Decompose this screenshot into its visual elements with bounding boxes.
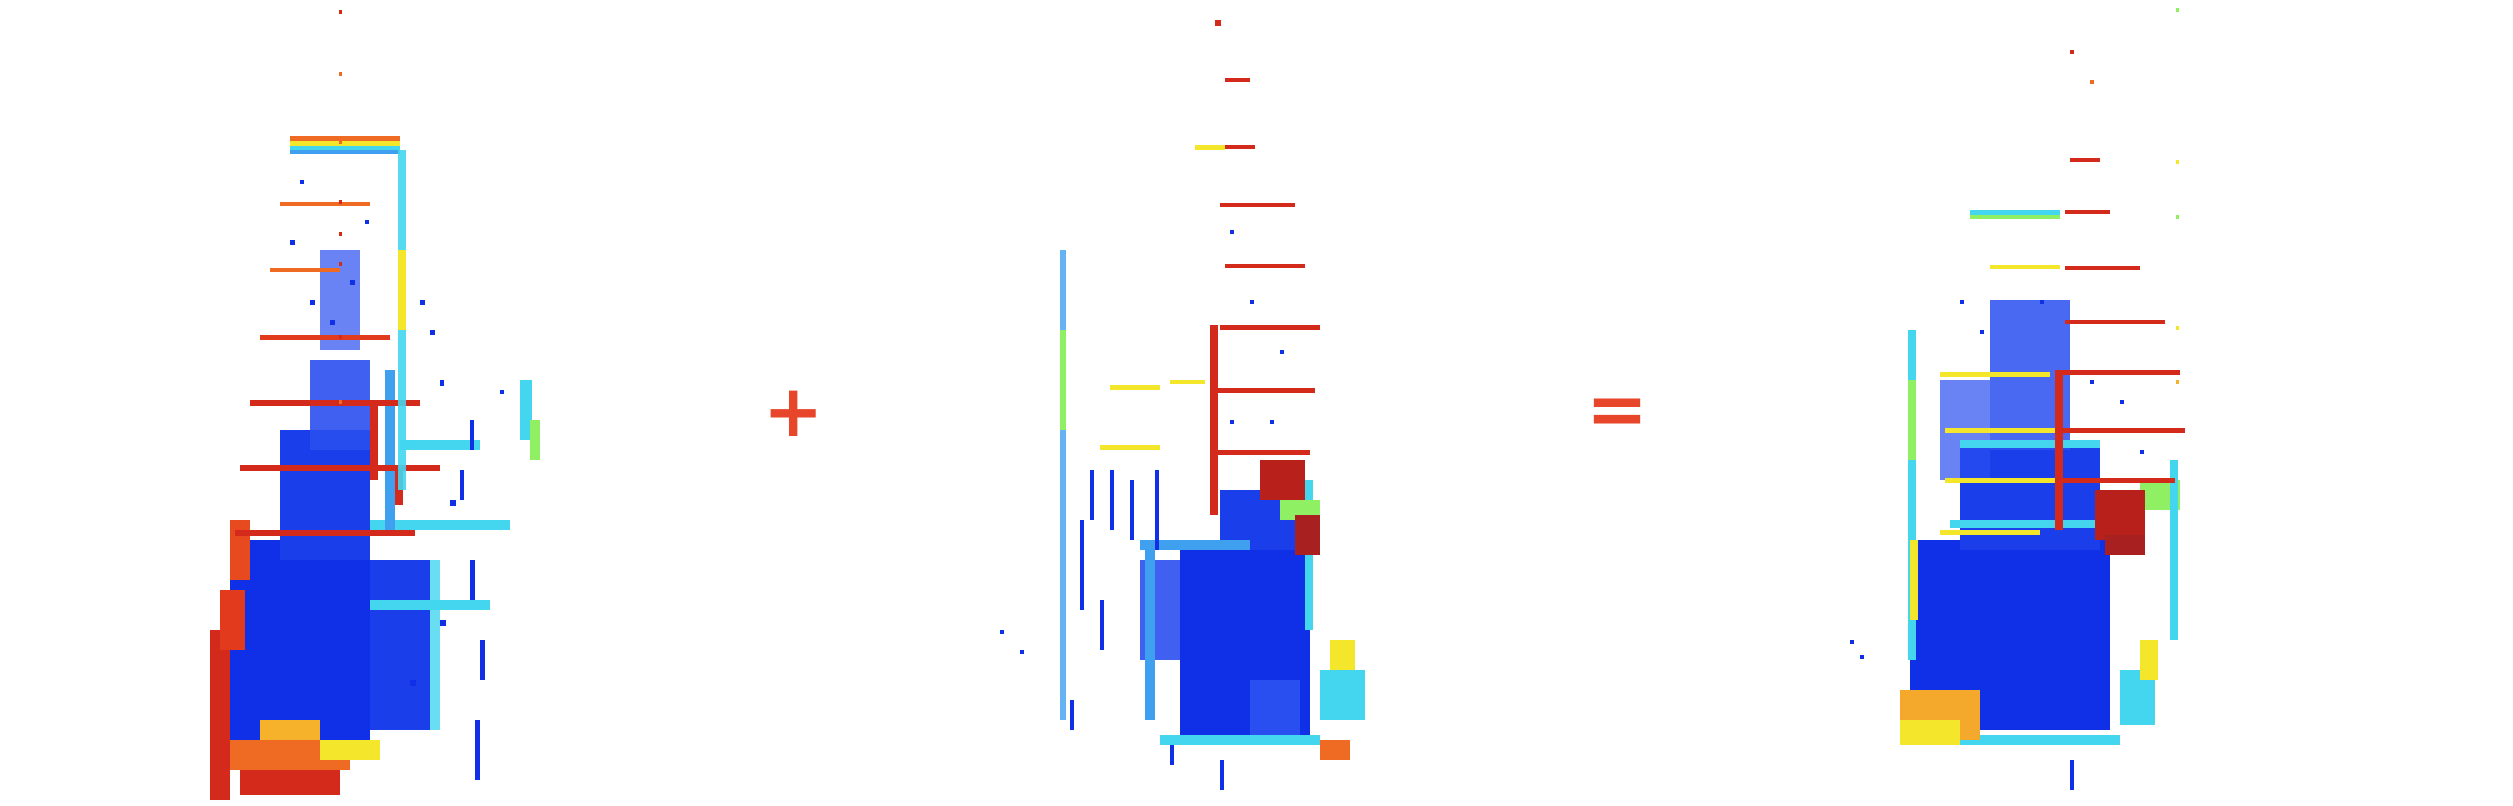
middle-red-edges	[1210, 20, 1355, 760]
point-cloud-left	[170, 0, 590, 806]
plus-operator: +	[763, 369, 824, 453]
right-cyan-structures	[1900, 210, 2180, 745]
left-top-band	[290, 136, 400, 154]
equals-operator: =	[1586, 366, 1649, 452]
left-cyan-structures	[370, 370, 540, 730]
point-cloud-left-svg	[210, 10, 540, 800]
left-red-edges	[210, 202, 440, 800]
right-sparse-points	[1850, 300, 2144, 790]
right-red-edges	[1900, 158, 2185, 745]
right-far-column	[2070, 8, 2179, 384]
middle-dense-blue-body	[1140, 490, 1310, 740]
left-yellow-cyan-pillar	[398, 150, 406, 490]
right-dense-blue-body	[1910, 300, 2110, 730]
middle-yellow-bars	[1100, 145, 1225, 450]
right-yellow-bars	[1910, 265, 2158, 680]
left-dense-blue-body	[230, 250, 430, 750]
point-cloud-middle	[980, 0, 1400, 806]
left-sparse-points	[290, 180, 504, 780]
point-cloud-right	[1840, 0, 2280, 806]
middle-sparse-points	[1000, 230, 1284, 790]
left-far-column	[339, 10, 342, 404]
point-cloud-right-svg	[1850, 8, 2185, 790]
point-cloud-middle-svg	[1000, 20, 1365, 790]
